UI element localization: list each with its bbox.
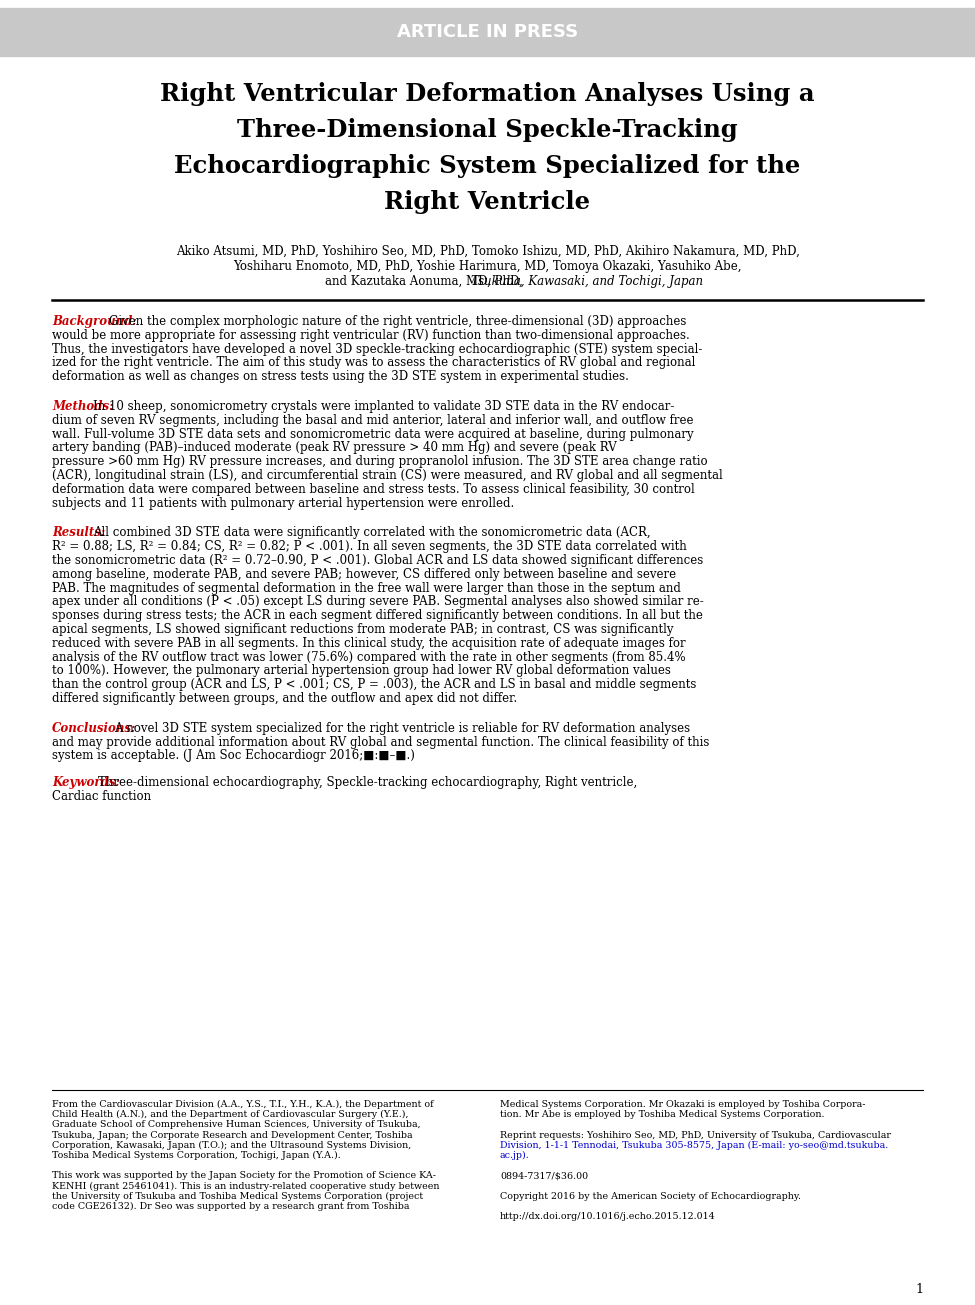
- Text: deformation as well as changes on stress tests using the 3D STE system in experi: deformation as well as changes on stress…: [52, 371, 629, 384]
- Text: In 10 sheep, sonomicrometry crystals were implanted to validate 3D STE data in t: In 10 sheep, sonomicrometry crystals wer…: [94, 401, 675, 412]
- Text: dium of seven RV segments, including the basal and mid anterior, lateral and inf: dium of seven RV segments, including the…: [52, 414, 693, 427]
- Bar: [0, 8, 975, 56]
- Text: subjects and 11 patients with pulmonary arterial hypertension were enrolled.: subjects and 11 patients with pulmonary …: [52, 497, 514, 509]
- Text: Three-Dimensional Speckle-Tracking: Three-Dimensional Speckle-Tracking: [237, 117, 738, 142]
- Text: All combined 3D STE data were significantly correlated with the sonomicrometric : All combined 3D STE data were significan…: [94, 526, 651, 539]
- Text: wall. Full-volume 3D STE data sets and sonomicrometric data were acquired at bas: wall. Full-volume 3D STE data sets and s…: [52, 428, 693, 441]
- Text: Background:: Background:: [52, 315, 136, 328]
- Text: Akiko Atsumi, MD, PhD, Yoshihiro Seo, MD, PhD, Tomoko Ishizu, MD, PhD, Akihiro N: Akiko Atsumi, MD, PhD, Yoshihiro Seo, MD…: [176, 245, 799, 258]
- Text: 0894-7317/$36.00: 0894-7317/$36.00: [500, 1172, 588, 1181]
- Text: Right Ventricular Deformation Analyses Using a: Right Ventricular Deformation Analyses U…: [160, 82, 815, 106]
- Text: Results:: Results:: [52, 526, 105, 539]
- Text: ized for the right ventricle. The aim of this study was to assess the characteri: ized for the right ventricle. The aim of…: [52, 356, 695, 369]
- Text: the sonomicrometric data (R² = 0.72–0.90, P < .001). Global ACR and LS data show: the sonomicrometric data (R² = 0.72–0.90…: [52, 555, 703, 566]
- Text: tion. Mr Abe is employed by Toshiba Medical Systems Corporation.: tion. Mr Abe is employed by Toshiba Medi…: [500, 1111, 825, 1120]
- Text: Toshiba Medical Systems Corporation, Tochigi, Japan (Y.A.).: Toshiba Medical Systems Corporation, Toc…: [52, 1151, 340, 1160]
- Text: system is acceptable. (J Am Soc Echocardiogr 2016;■:■–■.): system is acceptable. (J Am Soc Echocard…: [52, 749, 415, 762]
- Text: Medical Systems Corporation. Mr Okazaki is employed by Toshiba Corpora-: Medical Systems Corporation. Mr Okazaki …: [500, 1100, 866, 1109]
- Text: ac.jp).: ac.jp).: [500, 1151, 529, 1160]
- Text: R² = 0.88; LS, R² = 0.84; CS, R² = 0.82; P < .001). In all seven segments, the 3: R² = 0.88; LS, R² = 0.84; CS, R² = 0.82;…: [52, 540, 686, 553]
- Text: Graduate School of Comprehensive Human Sciences, University of Tsukuba,: Graduate School of Comprehensive Human S…: [52, 1121, 420, 1129]
- Text: than the control group (ACR and LS, P < .001; CS, P = .003), the ACR and LS in b: than the control group (ACR and LS, P < …: [52, 679, 696, 692]
- Text: A novel 3D STE system specialized for the right ventricle is reliable for RV def: A novel 3D STE system specialized for th…: [114, 722, 690, 735]
- Text: to 100%). However, the pulmonary arterial hypertension group had lower RV global: to 100%). However, the pulmonary arteria…: [52, 664, 671, 677]
- Text: apex under all conditions (P < .05) except LS during severe PAB. Segmental analy: apex under all conditions (P < .05) exce…: [52, 595, 704, 608]
- Text: Yoshiharu Enomoto, MD, PhD, Yoshie Harimura, MD, Tomoya Okazaki, Yasuhiko Abe,: Yoshiharu Enomoto, MD, PhD, Yoshie Harim…: [233, 260, 742, 273]
- Text: would be more appropriate for assessing right ventricular (RV) function than two: would be more appropriate for assessing …: [52, 329, 689, 342]
- Text: sponses during stress tests; the ACR in each segment differed significantly betw: sponses during stress tests; the ACR in …: [52, 609, 703, 622]
- Text: (ACR), longitudinal strain (LS), and circumferential strain (CS) were measured, : (ACR), longitudinal strain (LS), and cir…: [52, 468, 722, 482]
- Text: the University of Tsukuba and Toshiba Medical Systems Corporation (project: the University of Tsukuba and Toshiba Me…: [52, 1191, 423, 1201]
- Text: Child Health (A.N.), and the Department of Cardiovascular Surgery (Y.E.),: Child Health (A.N.), and the Department …: [52, 1111, 409, 1120]
- Text: deformation data were compared between baseline and stress tests. To assess clin: deformation data were compared between b…: [52, 483, 695, 496]
- Text: Division, 1-1-1 Tennodai, Tsukuba 305-8575, Japan (E-mail: yo-seo@md.tsukuba.: Division, 1-1-1 Tennodai, Tsukuba 305-85…: [500, 1141, 888, 1150]
- Text: and may provide additional information about RV global and segmental function. T: and may provide additional information a…: [52, 736, 710, 749]
- Text: Tsukuba, Kawasaki, and Tochigi, Japan: Tsukuba, Kawasaki, and Tochigi, Japan: [471, 275, 703, 288]
- Text: This work was supported by the Japan Society for the Promotion of Science KA-: This work was supported by the Japan Soc…: [52, 1172, 436, 1181]
- Text: Cardiac function: Cardiac function: [52, 790, 151, 803]
- Text: http://dx.doi.org/10.1016/j.echo.2015.12.014: http://dx.doi.org/10.1016/j.echo.2015.12…: [500, 1212, 716, 1221]
- Text: Methods:: Methods:: [52, 401, 113, 412]
- Text: Conclusions:: Conclusions:: [52, 722, 136, 735]
- Text: artery banding (PAB)–induced moderate (peak RV pressure > 40 mm Hg) and severe (: artery banding (PAB)–induced moderate (p…: [52, 441, 617, 454]
- Text: analysis of the RV outflow tract was lower (75.6%) compared with the rate in oth: analysis of the RV outflow tract was low…: [52, 651, 685, 664]
- Text: reduced with severe PAB in all segments. In this clinical study, the acquisition: reduced with severe PAB in all segments.…: [52, 637, 685, 650]
- Text: differed significantly between groups, and the outflow and apex did not differ.: differed significantly between groups, a…: [52, 692, 518, 705]
- Text: Thus, the investigators have developed a novel 3D speckle-tracking echocardiogra: Thus, the investigators have developed a…: [52, 343, 702, 355]
- Text: 1: 1: [915, 1283, 923, 1296]
- Text: Tsukuba, Japan; the Corporate Research and Development Center, Toshiba: Tsukuba, Japan; the Corporate Research a…: [52, 1130, 412, 1139]
- Text: Three-dimensional echocardiography, Speckle-tracking echocardiography, Right ven: Three-dimensional echocardiography, Spec…: [98, 776, 638, 790]
- Text: apical segments, LS showed significant reductions from moderate PAB; in contrast: apical segments, LS showed significant r…: [52, 622, 674, 636]
- Text: KENHI (grant 25461041). This is an industry-related cooperative study between: KENHI (grant 25461041). This is an indus…: [52, 1181, 440, 1190]
- Text: ARTICLE IN PRESS: ARTICLE IN PRESS: [397, 23, 578, 40]
- Text: Given the complex morphologic nature of the right ventricle, three-dimensional (: Given the complex morphologic nature of …: [108, 315, 686, 328]
- Text: pressure >60 mm Hg) RV pressure increases, and during propranolol infusion. The : pressure >60 mm Hg) RV pressure increase…: [52, 455, 708, 468]
- Text: and Kazutaka Aonuma, MD, PhD,: and Kazutaka Aonuma, MD, PhD,: [325, 275, 526, 288]
- Text: Reprint requests: Yoshihiro Seo, MD, PhD, University of Tsukuba, Cardiovascular: Reprint requests: Yoshihiro Seo, MD, PhD…: [500, 1130, 891, 1139]
- Text: Copyright 2016 by the American Society of Echocardiography.: Copyright 2016 by the American Society o…: [500, 1191, 801, 1201]
- Text: code CGE26132). Dr Seo was supported by a research grant from Toshiba: code CGE26132). Dr Seo was supported by …: [52, 1202, 410, 1211]
- Text: PAB. The magnitudes of segmental deformation in the free wall were larger than t: PAB. The magnitudes of segmental deforma…: [52, 582, 681, 595]
- Text: Keywords:: Keywords:: [52, 776, 120, 790]
- Text: among baseline, moderate PAB, and severe PAB; however, CS differed only between : among baseline, moderate PAB, and severe…: [52, 568, 676, 581]
- Text: Corporation, Kawasaki, Japan (T.O.); and the Ultrasound Systems Division,: Corporation, Kawasaki, Japan (T.O.); and…: [52, 1141, 411, 1150]
- Text: From the Cardiovascular Division (A.A., Y.S., T.I., Y.H., K.A.), the Department : From the Cardiovascular Division (A.A., …: [52, 1100, 434, 1109]
- Text: Echocardiographic System Specialized for the: Echocardiographic System Specialized for…: [175, 154, 800, 177]
- Text: Right Ventricle: Right Ventricle: [384, 191, 591, 214]
